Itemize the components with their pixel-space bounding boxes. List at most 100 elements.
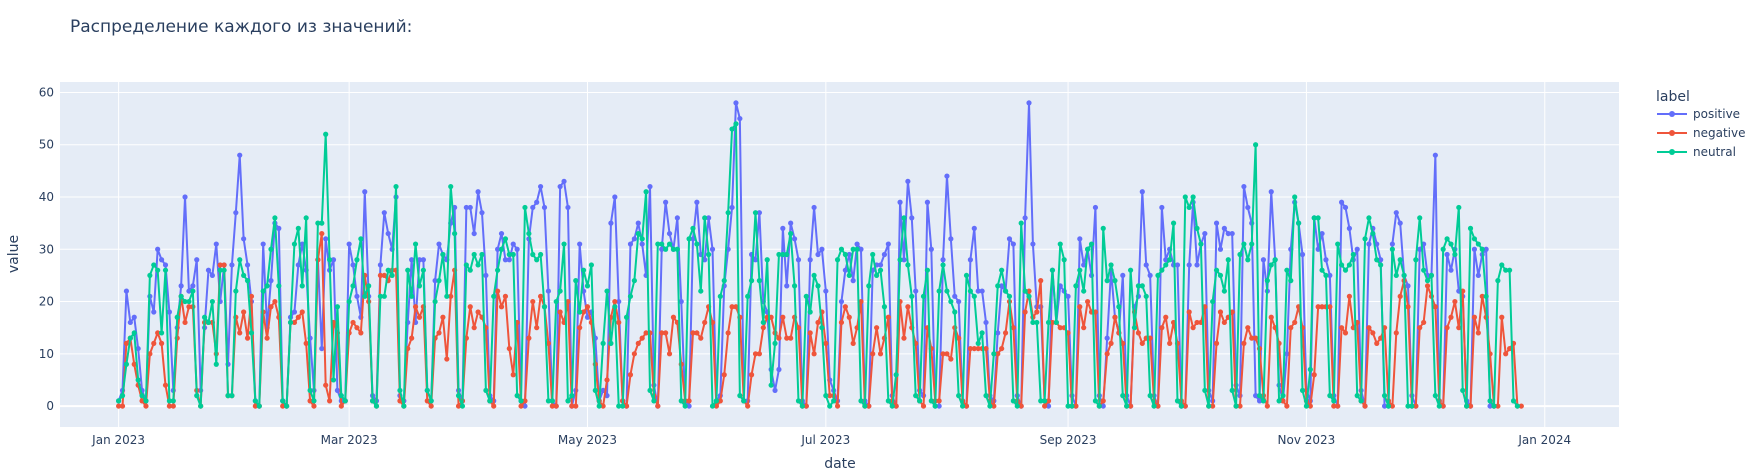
data-point-neutral[interactable]	[440, 251, 446, 258]
data-point-positive[interactable]	[706, 215, 712, 221]
data-point-neutral[interactable]	[205, 319, 212, 326]
data-point-neutral[interactable]	[838, 246, 845, 252]
data-point-neutral[interactable]	[706, 251, 712, 258]
data-point-positive[interactable]	[1065, 293, 1071, 299]
data-point-neutral[interactable]	[1405, 403, 1411, 409]
data-point-positive[interactable]	[467, 204, 473, 211]
data-point-positive[interactable]	[436, 241, 442, 247]
data-point-neutral[interactable]	[905, 262, 911, 268]
data-point-positive[interactable]	[627, 241, 634, 247]
data-point-negative[interactable]	[725, 330, 731, 336]
data-point-positive[interactable]	[1268, 189, 1274, 195]
data-point-negative[interactable]	[631, 351, 637, 357]
data-point-neutral[interactable]	[815, 283, 821, 289]
data-point-positive[interactable]	[885, 241, 891, 247]
data-point-negative[interactable]	[299, 309, 305, 315]
data-point-positive[interactable]	[385, 230, 391, 237]
data-point-neutral[interactable]	[666, 241, 673, 247]
data-point-negative[interactable]	[162, 382, 169, 388]
data-point-neutral[interactable]	[1393, 272, 1399, 279]
data-point-negative[interactable]	[807, 330, 813, 336]
data-point-neutral[interactable]	[948, 298, 954, 305]
data-point-positive[interactable]	[1120, 272, 1126, 279]
data-point-neutral[interactable]	[1397, 257, 1403, 263]
data-point-positive[interactable]	[1354, 246, 1360, 252]
data-point-positive[interactable]	[928, 246, 934, 252]
data-point-neutral[interactable]	[612, 304, 618, 310]
data-point-negative[interactable]	[350, 319, 356, 326]
data-point-neutral[interactable]	[854, 246, 860, 252]
data-point-neutral[interactable]	[1108, 262, 1114, 268]
data-point-neutral[interactable]	[354, 257, 360, 263]
data-point-neutral[interactable]	[1127, 267, 1134, 273]
data-point-neutral[interactable]	[119, 393, 126, 399]
data-point-positive[interactable]	[1077, 236, 1083, 242]
data-point-positive[interactable]	[858, 246, 864, 252]
data-point-negative[interactable]	[182, 319, 188, 326]
data-point-positive[interactable]	[647, 183, 653, 190]
data-point-neutral[interactable]	[877, 267, 884, 273]
data-point-neutral[interactable]	[1010, 398, 1016, 404]
data-point-negative[interactable]	[1292, 319, 1298, 326]
data-point-positive[interactable]	[479, 210, 485, 216]
data-point-negative[interactable]	[1440, 403, 1446, 409]
data-point-negative[interactable]	[1253, 335, 1259, 341]
data-point-positive[interactable]	[1030, 241, 1036, 247]
data-point-neutral[interactable]	[342, 398, 348, 404]
data-point-neutral[interactable]	[1409, 403, 1415, 409]
data-point-negative[interactable]	[803, 403, 809, 409]
series-neutral[interactable]	[116, 121, 1521, 409]
data-point-positive[interactable]	[1045, 403, 1052, 409]
data-point-negative[interactable]	[948, 356, 954, 362]
data-point-positive[interactable]	[678, 298, 684, 305]
data-point-neutral[interactable]	[436, 278, 442, 284]
data-point-neutral[interactable]	[1120, 393, 1126, 399]
data-point-neutral[interactable]	[346, 298, 352, 305]
data-point-neutral[interactable]	[479, 251, 485, 258]
data-point-positive[interactable]	[530, 204, 536, 211]
data-point-positive[interactable]	[709, 246, 716, 252]
data-point-negative[interactable]	[444, 356, 450, 362]
data-point-positive[interactable]	[1100, 403, 1106, 409]
data-point-neutral[interactable]	[155, 267, 161, 273]
data-point-neutral[interactable]	[327, 257, 333, 263]
data-point-neutral[interactable]	[733, 121, 739, 127]
data-point-neutral[interactable]	[1190, 194, 1196, 200]
data-point-positive[interactable]	[944, 173, 950, 179]
data-point-positive[interactable]	[807, 257, 813, 263]
data-point-neutral[interactable]	[1292, 194, 1298, 200]
data-point-positive[interactable]	[1405, 283, 1411, 289]
data-point-negative[interactable]	[1366, 325, 1372, 331]
data-point-positive[interactable]	[514, 246, 520, 252]
data-point-positive[interactable]	[158, 257, 165, 263]
data-point-negative[interactable]	[811, 351, 817, 357]
data-point-negative[interactable]	[1249, 335, 1255, 341]
data-point-neutral[interactable]	[1213, 267, 1220, 273]
data-point-negative[interactable]	[901, 335, 907, 341]
data-point-neutral[interactable]	[932, 403, 938, 409]
data-point-negative[interactable]	[666, 351, 673, 357]
data-point-neutral[interactable]	[201, 314, 208, 320]
data-point-negative[interactable]	[838, 319, 845, 326]
data-point-positive[interactable]	[752, 257, 759, 263]
data-point-positive[interactable]	[577, 241, 583, 247]
data-point-negative[interactable]	[526, 335, 532, 341]
data-point-positive[interactable]	[229, 262, 235, 268]
data-point-neutral[interactable]	[1307, 366, 1313, 373]
data-point-neutral[interactable]	[393, 183, 399, 190]
data-point-neutral[interactable]	[276, 283, 282, 289]
data-point-negative[interactable]	[170, 403, 176, 409]
data-point-negative[interactable]	[967, 345, 973, 352]
data-point-negative[interactable]	[549, 403, 555, 409]
data-point-positive[interactable]	[1342, 204, 1349, 211]
data-point-positive[interactable]	[1022, 215, 1028, 221]
data-point-neutral[interactable]	[600, 340, 606, 346]
data-point-negative[interactable]	[1417, 325, 1423, 331]
data-point-neutral[interactable]	[311, 398, 317, 404]
data-point-neutral[interactable]	[1370, 230, 1376, 237]
data-point-neutral[interactable]	[330, 377, 337, 383]
data-point-neutral[interactable]	[1389, 246, 1395, 252]
data-point-neutral[interactable]	[1284, 267, 1290, 273]
data-point-positive[interactable]	[1026, 100, 1032, 106]
data-point-neutral[interactable]	[1225, 257, 1231, 263]
